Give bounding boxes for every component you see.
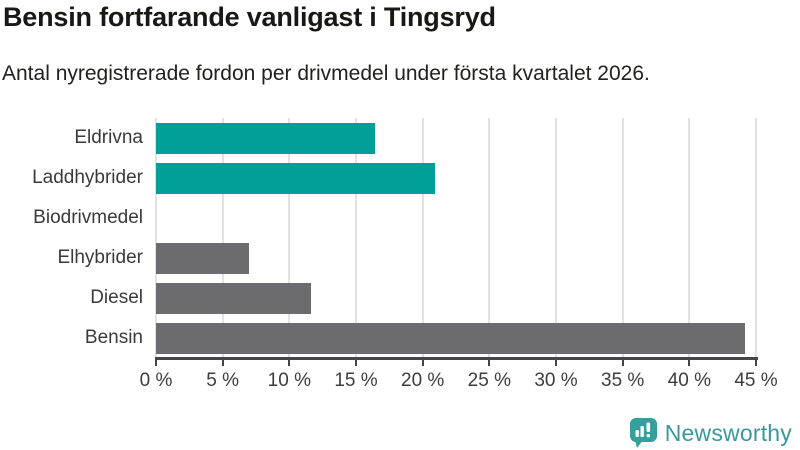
bar-elhybrider [156,242,250,274]
gridline [288,118,291,358]
x-tick-label: 35 % [601,370,645,391]
x-axis-tick [688,359,691,366]
gridline [688,118,691,358]
newsworthy-logo-label: Newsworthy [664,419,792,446]
newsworthy-logo: Newsworthy [629,416,792,450]
chart-title: Bensin fortfarande vanligast i Tingsryd [3,2,496,32]
category-label: Laddhybrider [32,167,143,188]
x-axis-tick [221,359,224,366]
category-label: Bensin [84,327,143,348]
gridline [421,118,424,358]
x-axis-tick [488,359,491,366]
gridline [488,118,491,358]
gridline [555,118,557,358]
x-axis-tick [755,359,757,366]
category-label: Eldrivna [74,127,143,148]
x-tick-label: 15 % [334,370,378,391]
x-tick-label: 25 % [467,370,511,391]
x-tick-label: 30 % [534,370,578,391]
x-tick-label: 0 % [139,370,173,391]
bar-laddhybrider [156,162,435,194]
x-axis-tick [355,359,357,366]
category-label: Elhybrider [57,247,143,268]
gridline [355,118,357,358]
bar-bensin [156,322,746,354]
bar-chart-speech-bubble-icon [629,417,657,448]
category-label: Biodrivmedel [33,207,143,228]
x-axis-tick [621,359,624,366]
x-tick-label: 45 % [734,370,778,391]
x-tick-label: 10 % [267,370,311,391]
x-tick-label: 40 % [667,370,711,391]
chart-subtitle: Antal nyregistrerade fordon per drivmede… [2,62,650,85]
gridline [155,118,157,358]
x-tick-label: 20 % [401,370,445,391]
x-axis-tick [555,359,557,366]
bar-diesel [156,282,311,314]
x-tick-label: 5 % [206,370,240,391]
category-label: Diesel [90,287,143,308]
gridline [621,118,624,358]
x-axis-tick [155,359,157,366]
x-axis-tick [288,359,291,366]
x-axis-tick [421,359,424,366]
bar-eldrivna [156,122,375,154]
gridline [755,118,757,358]
gridline [221,118,224,358]
x-axis-line [155,357,758,360]
